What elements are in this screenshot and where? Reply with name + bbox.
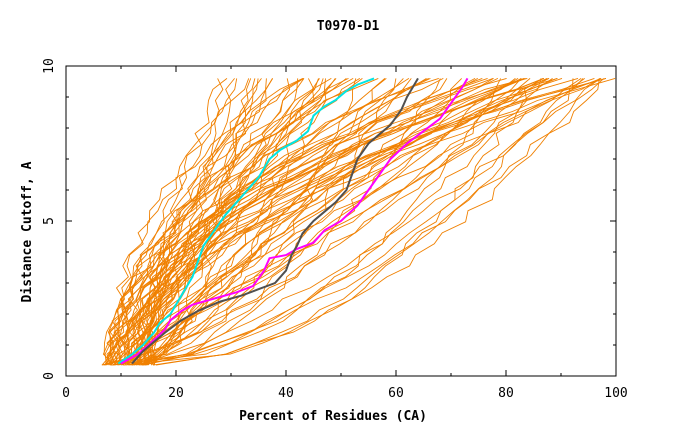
y-tick-label: 0 [42,372,57,380]
background-series-line [112,78,605,366]
background-series-line [138,77,549,366]
background-series [101,77,616,366]
background-series-line [101,78,531,366]
background-series-line [103,77,528,366]
background-series-line [111,78,502,366]
highlighted-series [117,77,469,365]
background-series-line [122,78,332,366]
x-tick-label: 40 [278,386,294,401]
background-series-line [146,78,347,366]
y-tick-label: 10 [42,58,57,74]
background-series-line [131,78,585,366]
background-series-line [126,78,479,366]
highlighted-series-line [131,77,419,365]
background-series-line [135,78,235,366]
x-axis-label: Percent of Residues (CA) [239,409,427,424]
background-series-line [148,77,607,366]
y-tick-label: 5 [42,217,57,225]
background-series-line [121,77,349,366]
background-series-line [116,78,354,366]
background-series-line [128,78,386,366]
background-series-line [101,77,595,366]
background-series-line [140,78,252,366]
background-series-line [127,77,483,366]
x-tick-label: 0 [62,386,70,401]
background-series-line [106,78,324,366]
plot-area [65,65,617,377]
x-tick-label: 60 [388,386,404,401]
background-series-line [152,78,600,366]
x-tick-label: 20 [168,386,184,401]
y-axis-label: Distance Cutoff, A [20,161,35,302]
x-tick-label: 100 [604,386,627,401]
y-axis: 0 5 10 [42,58,616,380]
x-tick-label: 80 [498,386,514,401]
background-series-line [104,78,238,366]
background-series-line [152,78,256,366]
background-series-line [131,77,563,366]
background-series-line [106,78,410,366]
highlighted-series-line [120,77,469,365]
highlighted-series-line [117,77,375,365]
x-axis: 0 20 40 60 80 100 [62,66,628,401]
background-series-line [144,78,228,366]
chart-title: T0970-D1 [317,19,380,34]
background-series-line [103,78,550,366]
background-series-line [142,78,494,366]
background-series-line [107,78,427,366]
background-series-line [121,77,579,366]
background-series-line [155,78,574,366]
background-series-line [121,78,584,366]
background-series-line [111,78,357,366]
